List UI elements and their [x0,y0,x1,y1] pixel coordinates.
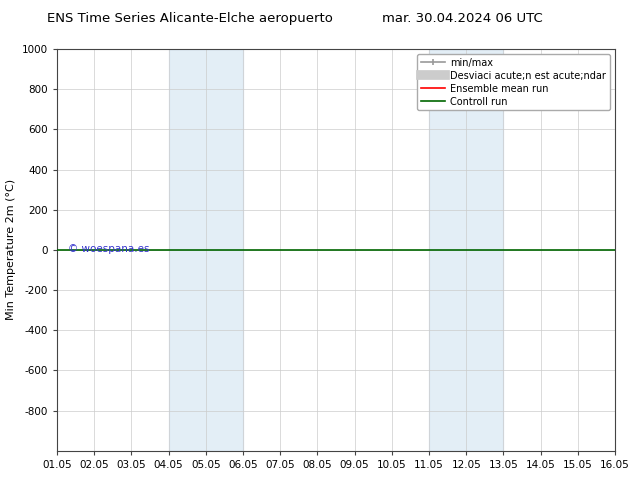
Bar [429,49,503,451]
Text: mar. 30.04.2024 06 UTC: mar. 30.04.2024 06 UTC [382,12,543,25]
Bar [169,49,243,451]
Legend: min/max, Desviaci acute;n est acute;ndar, Ensemble mean run, Controll run: min/max, Desviaci acute;n est acute;ndar… [417,54,610,110]
Y-axis label: Min Temperature 2m (°C): Min Temperature 2m (°C) [6,179,16,320]
Text: © woespana.es: © woespana.es [68,244,150,254]
Text: ENS Time Series Alicante-Elche aeropuerto: ENS Time Series Alicante-Elche aeropuert… [48,12,333,25]
